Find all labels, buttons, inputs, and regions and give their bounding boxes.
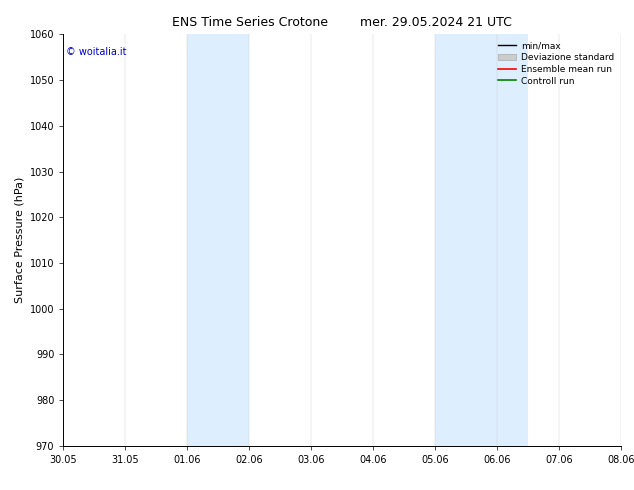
Bar (188, 34, 249, 446)
Y-axis label: Surface Pressure (hPa): Surface Pressure (hPa) (14, 177, 24, 303)
Title: ENS Time Series Crotone        mer. 29.05.2024 21 UTC: ENS Time Series Crotone mer. 29.05.2024 … (172, 16, 512, 29)
Legend: min/max, Deviazione standard, Ensemble mean run, Controll run: min/max, Deviazione standard, Ensemble m… (496, 39, 617, 88)
Text: © woitalia.it: © woitalia.it (66, 47, 127, 57)
Bar (436, 34, 528, 446)
